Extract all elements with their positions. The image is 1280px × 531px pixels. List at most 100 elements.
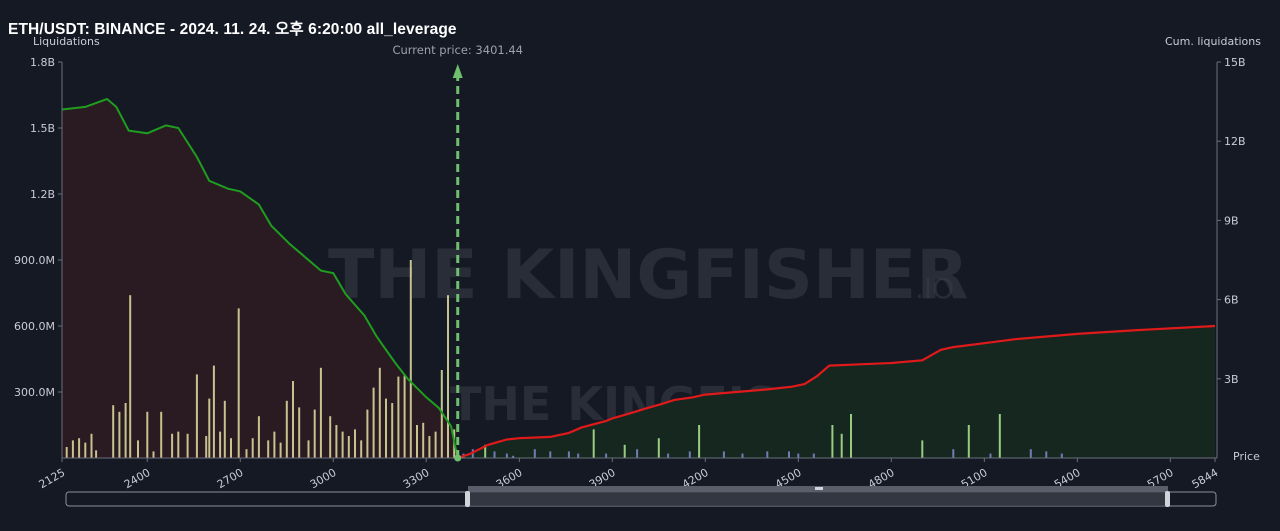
short-bar xyxy=(391,403,394,458)
short-bar xyxy=(245,449,248,458)
y-right-tick-label: 3B xyxy=(1224,373,1239,386)
long-bar xyxy=(797,453,800,458)
long-bar xyxy=(577,453,580,458)
short-bar xyxy=(223,400,226,458)
long-bar xyxy=(493,451,496,458)
short-bar xyxy=(137,440,139,458)
long-cum-area xyxy=(457,326,1215,458)
chart-title: ETH/USDT: BINANCE - 2024. 11. 24. 오후 6:2… xyxy=(8,21,457,38)
long-bar xyxy=(484,444,487,458)
long-bar xyxy=(850,414,852,458)
short-bar xyxy=(257,416,260,458)
y-left-tick-label: 1.5B xyxy=(30,122,55,135)
y-left-axis-title: Liquidations xyxy=(33,35,100,48)
watermark-text: THE KINGFISHER xyxy=(328,236,969,315)
long-bar xyxy=(741,453,744,458)
short-bar xyxy=(160,411,163,458)
short-bar xyxy=(186,433,189,458)
x-tick-label: 2400 xyxy=(122,466,153,491)
long-bar xyxy=(667,453,670,458)
short-bar xyxy=(65,447,68,458)
long-bar xyxy=(1029,449,1032,458)
short-bar xyxy=(205,436,208,458)
scroller-grip[interactable] xyxy=(815,487,823,490)
long-bar xyxy=(623,444,626,458)
long-bar xyxy=(840,433,843,458)
short-bar xyxy=(95,450,98,458)
short-bar xyxy=(397,376,400,458)
short-bar xyxy=(372,387,375,458)
x-tick-label: 2700 xyxy=(215,466,246,491)
long-bar xyxy=(766,451,769,458)
x-tick-label: 3300 xyxy=(401,466,432,491)
long-bar xyxy=(722,451,725,458)
short-bar xyxy=(298,407,301,458)
short-bar xyxy=(422,422,425,458)
current-price-label: Current price: 3401.44 xyxy=(392,43,523,57)
short-bar xyxy=(279,442,282,458)
y-left-tick-label: 900.0M xyxy=(14,254,55,267)
short-bar xyxy=(360,440,363,458)
short-bar xyxy=(447,295,449,458)
short-bar xyxy=(237,308,240,458)
short-bar xyxy=(403,374,406,458)
short-bar xyxy=(112,405,115,458)
short-bar xyxy=(273,431,276,458)
long-bar xyxy=(952,449,955,458)
scroller-right-handle[interactable] xyxy=(1165,491,1170,507)
liquidation-bars xyxy=(65,260,1063,458)
short-bar xyxy=(129,295,132,458)
long-bar xyxy=(605,453,608,458)
y-right-tick-label: 15B xyxy=(1224,56,1246,69)
long-bar xyxy=(1045,451,1048,458)
short-bar xyxy=(124,403,127,458)
long-bar xyxy=(998,414,1001,458)
watermark-suffix: .IO xyxy=(915,272,954,305)
short-bar xyxy=(285,400,288,458)
short-bar xyxy=(152,451,155,458)
x-tick-label: 2125 xyxy=(37,466,68,491)
y-right-axis-title: Cum. liquidations xyxy=(1165,35,1261,48)
short-bar xyxy=(219,431,222,458)
short-bar xyxy=(385,398,387,458)
y-right-tick-label: 9B xyxy=(1224,214,1239,227)
y-left-tick-label: 1.2B xyxy=(30,188,55,201)
short-bar xyxy=(90,433,93,458)
long-bar xyxy=(533,449,536,458)
short-cum-area xyxy=(62,99,458,458)
long-bar xyxy=(1060,453,1063,458)
long-bar xyxy=(788,451,790,458)
short-bar xyxy=(118,411,121,458)
short-bar xyxy=(251,438,254,458)
long-bar xyxy=(592,429,595,458)
cumulative-areas xyxy=(62,99,1215,458)
scroller-window[interactable] xyxy=(468,492,1168,506)
range-scroller[interactable] xyxy=(65,486,1217,507)
scroller-left-handle[interactable] xyxy=(465,491,470,507)
short-bar xyxy=(366,409,369,458)
short-bar xyxy=(378,367,381,458)
short-bar xyxy=(307,440,310,458)
short-bar xyxy=(335,425,338,458)
short-bar xyxy=(267,440,270,458)
short-bar xyxy=(409,260,412,458)
short-bar xyxy=(329,416,332,458)
short-bar xyxy=(78,438,81,458)
long-bar xyxy=(688,451,691,458)
short-bar xyxy=(230,438,232,458)
current-price-dot xyxy=(454,454,462,462)
long-bar xyxy=(636,449,639,458)
y-left-tick-label: 600.0M xyxy=(14,320,55,333)
long-bar xyxy=(989,453,992,458)
short-bar xyxy=(292,381,294,458)
short-bar xyxy=(313,409,316,458)
long-bar xyxy=(512,455,515,458)
short-bar xyxy=(319,367,322,458)
x-axis-title: Price xyxy=(1233,450,1260,463)
long-bar xyxy=(698,425,701,458)
short-bar xyxy=(171,433,174,458)
y-right-tick-label: 12B xyxy=(1224,135,1246,148)
long-bar xyxy=(967,425,970,458)
short-bar xyxy=(354,429,356,458)
